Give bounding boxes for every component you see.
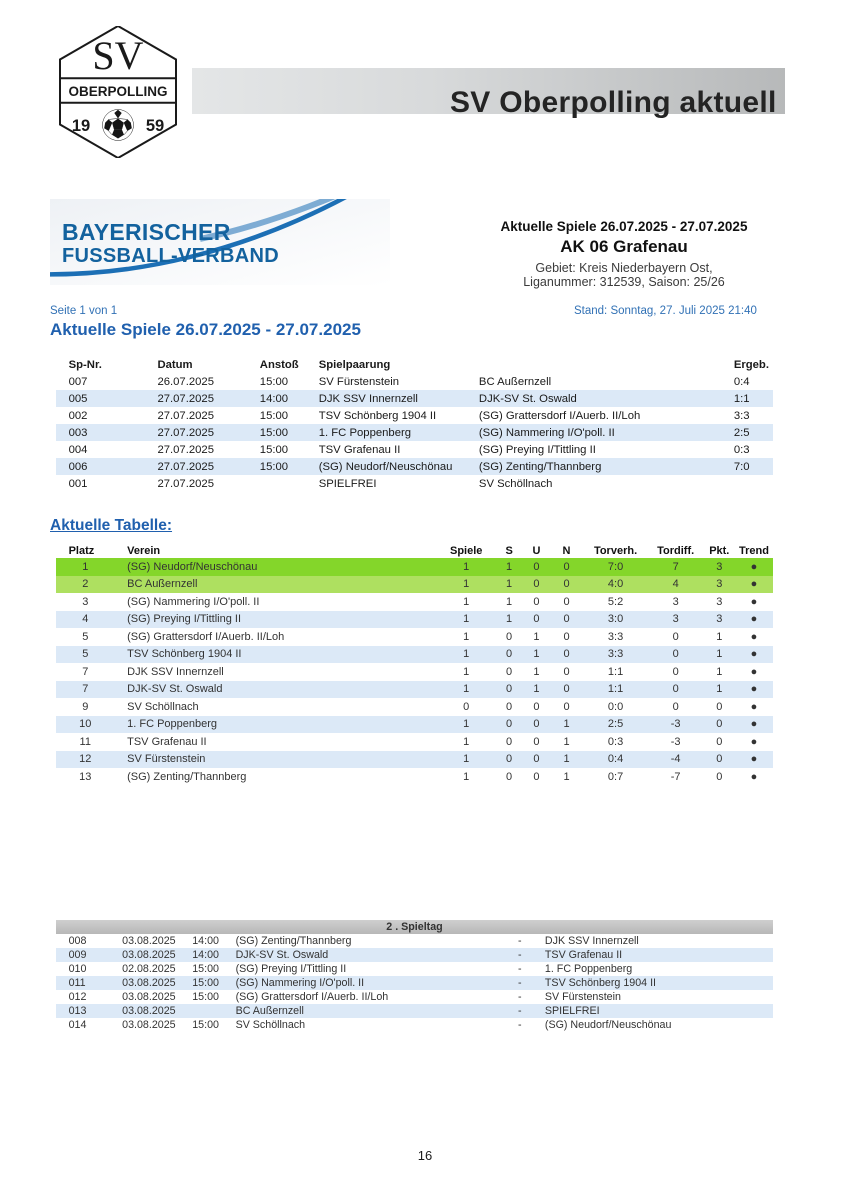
svg-text:19: 19 <box>72 117 90 135</box>
svg-text:SV: SV <box>92 33 143 78</box>
svg-text:59: 59 <box>146 117 164 135</box>
svg-text:BAYERISCHER: BAYERISCHER <box>62 219 231 245</box>
svg-text:OBERPOLLING: OBERPOLLING <box>68 84 167 99</box>
svg-text:FUSSBALL-VERBAND: FUSSBALL-VERBAND <box>62 245 279 267</box>
